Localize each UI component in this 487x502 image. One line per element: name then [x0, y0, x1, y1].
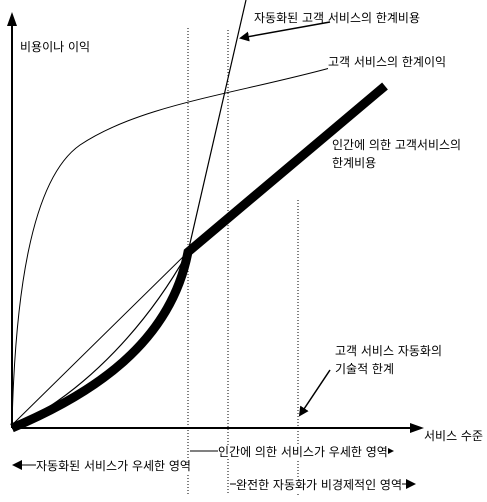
- automated-marginal-cost-label: 자동화된 고객 서비스의 한계비용: [254, 11, 421, 25]
- region-human-label: 인간에 의한 서비스가 우세한 영역: [218, 445, 388, 459]
- automated-marginal-cost-curve: [11, 0, 247, 429]
- marginal-benefit-label: 고객 서비스의 한계이익: [328, 55, 447, 69]
- y-axis-arrowhead: [7, 12, 17, 26]
- human-marginal-cost-curve: [10, 82, 388, 433]
- arrow-to-tech-limit: [298, 369, 331, 417]
- x-axis-label: 서비스 수준: [424, 429, 484, 443]
- region-automated-label: 자동화된 서비스가 우세한 영역: [36, 459, 191, 473]
- tech-limit-label-line1: 고객 서비스 자동화의: [335, 344, 442, 358]
- human-cost-thin-segment: [11, 251, 189, 426]
- human-marginal-cost-label-line1: 인간에 의한 고객서비스의: [332, 138, 462, 152]
- arrow-to-automated-curve: [239, 21, 331, 42]
- region-full-automation-label: 완전한 자동화가 비경제적인 영역: [236, 478, 403, 492]
- tech-limit-label-line2: 기술적 한계: [335, 362, 395, 376]
- x-axis-arrowhead: [410, 423, 424, 433]
- y-axis-label: 비용이나 이익: [20, 40, 91, 54]
- marginal-benefit-curve: [11, 67, 331, 426]
- human-marginal-cost-label-line2: 한계비용: [332, 156, 377, 170]
